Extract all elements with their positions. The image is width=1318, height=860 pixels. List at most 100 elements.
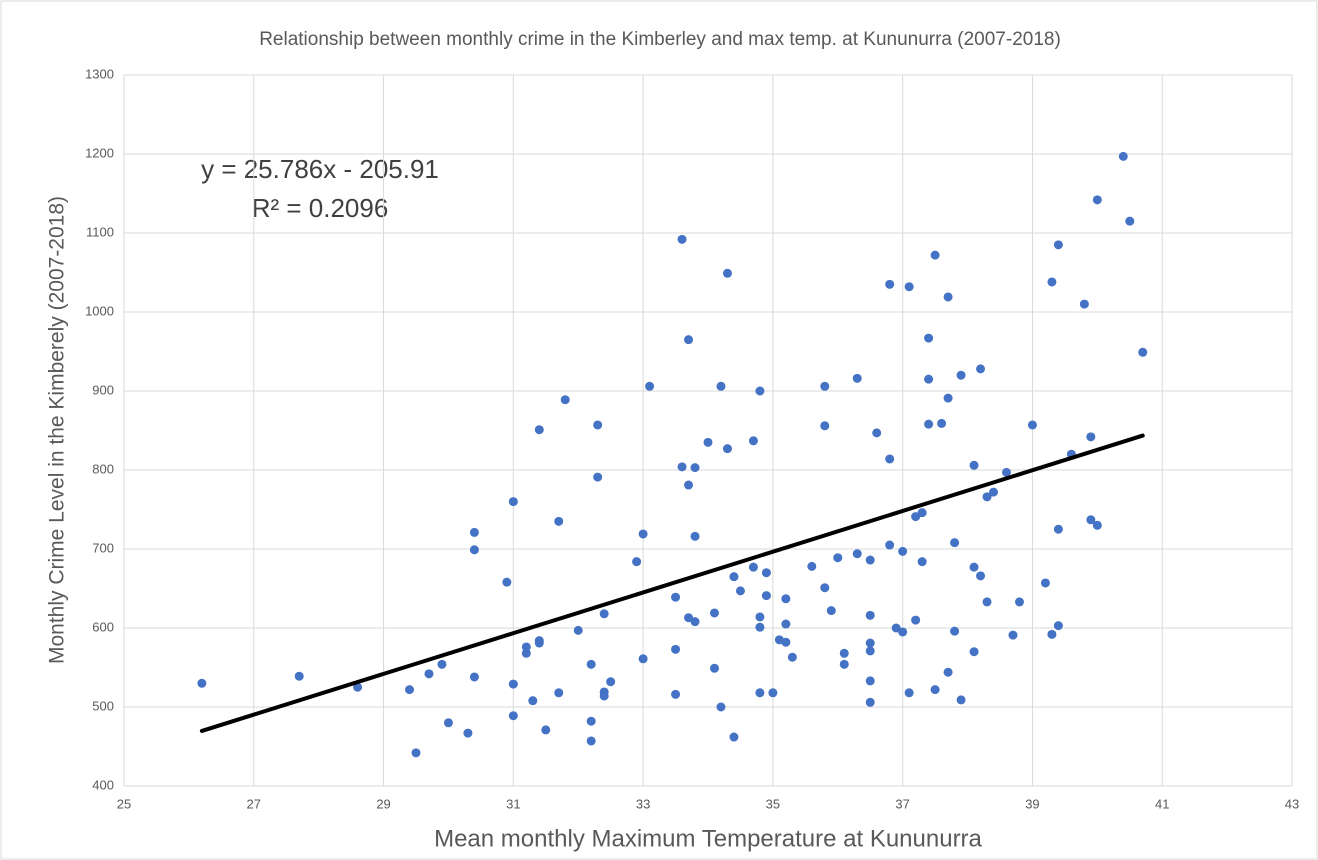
point <box>684 613 694 623</box>
point <box>638 529 648 539</box>
point <box>950 626 960 636</box>
point <box>852 373 862 383</box>
point <box>1027 420 1037 430</box>
point <box>911 512 921 522</box>
point <box>586 659 596 669</box>
point <box>645 381 655 391</box>
point <box>709 608 719 618</box>
point <box>748 436 758 446</box>
point <box>917 557 927 567</box>
point <box>911 615 921 625</box>
x-tick-label: 33 <box>636 796 650 811</box>
x-tick-label: 27 <box>247 796 261 811</box>
point <box>1001 467 1011 477</box>
point <box>593 420 603 430</box>
point <box>709 663 719 673</box>
x-tick-label: 29 <box>376 796 390 811</box>
point <box>1086 515 1096 525</box>
point <box>1047 277 1057 287</box>
point <box>781 619 791 629</box>
point <box>924 333 934 343</box>
y-tick-label: 600 <box>92 619 114 634</box>
point <box>937 418 947 428</box>
point <box>502 577 512 587</box>
point <box>755 386 765 396</box>
point <box>294 671 304 681</box>
point <box>761 568 771 578</box>
trendline <box>199 433 1145 733</box>
point <box>469 545 479 555</box>
point <box>1014 597 1024 607</box>
point <box>599 609 609 619</box>
point <box>865 638 875 648</box>
point <box>865 646 875 656</box>
y-tick-label: 700 <box>92 540 114 555</box>
point <box>586 716 596 726</box>
point <box>976 364 986 374</box>
y-tick-label: 900 <box>92 382 114 397</box>
point <box>969 562 979 572</box>
point <box>1053 240 1063 250</box>
point <box>405 685 415 695</box>
x-tick-label: 25 <box>117 796 131 811</box>
point <box>521 648 531 658</box>
x-axis-label: Mean monthly Maximum Temperature at Kunu… <box>434 825 982 852</box>
point <box>528 696 538 706</box>
point <box>1040 578 1050 588</box>
point <box>638 654 648 664</box>
point <box>904 688 914 698</box>
point <box>684 480 694 490</box>
point <box>904 282 914 292</box>
point <box>781 637 791 647</box>
point <box>684 335 694 345</box>
point <box>755 612 765 622</box>
y-tick-label: 500 <box>92 698 114 713</box>
point <box>976 571 986 581</box>
point <box>781 594 791 604</box>
point <box>820 583 830 593</box>
point <box>891 623 901 633</box>
point <box>982 492 992 502</box>
point <box>1079 299 1089 309</box>
point <box>508 497 518 507</box>
point <box>437 659 447 669</box>
point <box>1138 347 1148 357</box>
point <box>839 659 849 669</box>
point <box>748 562 758 572</box>
point <box>353 682 363 692</box>
point <box>865 697 875 707</box>
point <box>833 553 843 563</box>
point <box>554 688 564 698</box>
point <box>950 538 960 548</box>
point <box>956 695 966 705</box>
point <box>885 454 895 464</box>
point <box>606 677 616 687</box>
y-tick-label: 1200 <box>85 145 114 160</box>
point <box>898 627 908 637</box>
point <box>560 395 570 405</box>
point <box>690 463 700 473</box>
y-tick-label: 1000 <box>85 303 114 318</box>
trendline-equation: y = 25.786x - 205.91 <box>201 154 439 184</box>
point <box>722 444 732 454</box>
point <box>820 421 830 431</box>
point <box>761 591 771 601</box>
point <box>469 672 479 682</box>
point <box>917 508 927 518</box>
y-tick-label: 800 <box>92 461 114 476</box>
point <box>443 718 453 728</box>
point <box>1092 520 1102 530</box>
point <box>924 419 934 429</box>
point <box>735 586 745 596</box>
point <box>508 679 518 689</box>
point <box>807 561 817 571</box>
point <box>943 292 953 302</box>
point <box>839 648 849 658</box>
r-squared: R² = 0.2096 <box>252 193 389 223</box>
point <box>586 736 596 746</box>
point <box>982 597 992 607</box>
point <box>599 691 609 701</box>
point <box>924 374 934 384</box>
point <box>729 572 739 582</box>
